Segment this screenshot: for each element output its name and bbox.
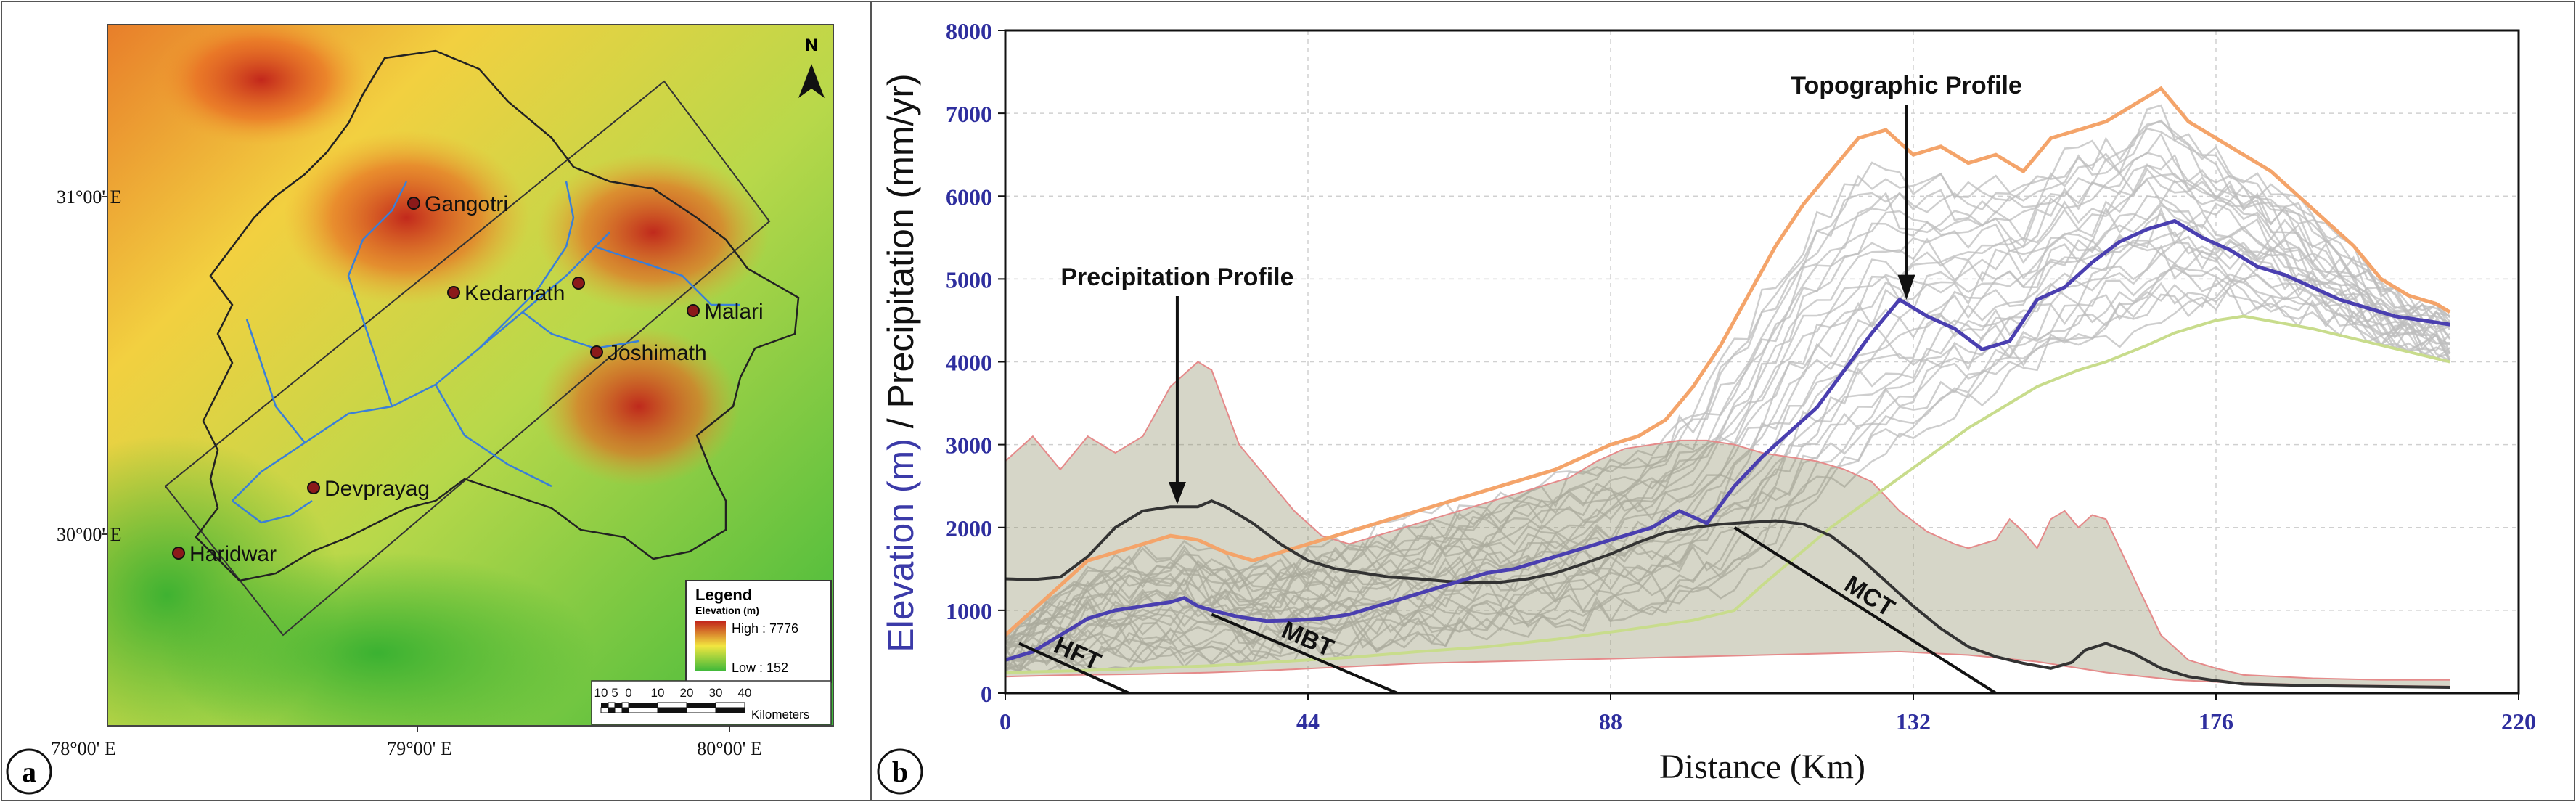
town-marker [172, 547, 185, 560]
mean-elevation-line [1005, 218, 2450, 662]
town-marker [590, 345, 603, 359]
river-network [232, 181, 740, 524]
town-marker [687, 304, 700, 317]
panel-label-badge [6, 748, 52, 795]
elevation-profile-line [1005, 279, 2450, 671]
y-tick-label: 0 [981, 681, 992, 707]
x-tick-label: 220 [2501, 708, 2536, 735]
catchment-boundary [195, 49, 800, 582]
y-tick-label: 4000 [946, 350, 992, 376]
elevation-profile-line [1005, 119, 2450, 655]
scale-tick: 10 [594, 686, 608, 700]
scale-tick: 10 [651, 686, 665, 700]
elevation-profile-line [1005, 127, 2451, 646]
scale-tick: 40 [738, 686, 752, 700]
arrow-head-icon [1168, 481, 1186, 504]
scale-tick: 5 [611, 686, 618, 700]
arrow-head-icon [1897, 274, 1915, 300]
y-tick-label: 3000 [946, 433, 992, 459]
x-axis-label: Distance (Km) [1659, 748, 1865, 786]
elevation-profile-line [1005, 173, 2450, 660]
elevation-profile-line [1005, 201, 2450, 645]
y-axis-label-colored: Elevation (m) [880, 438, 921, 652]
scale-tick: 0 [625, 686, 631, 700]
y-tick-label: 8000 [946, 18, 992, 44]
elevation-profile-line [1005, 241, 2451, 664]
town-marker [307, 481, 320, 494]
y-tick-label: 2000 [946, 515, 992, 541]
lon-label: 79°00' E [387, 738, 451, 759]
precipitation-upper-envelope [1005, 361, 2450, 681]
elevation-profile-line [1005, 104, 2451, 641]
town-marker [407, 197, 420, 210]
annotation-precipitation: Precipitation Profile [1060, 263, 1293, 291]
fault-line [1018, 642, 1130, 693]
annotation-topographic: Topographic Profile [1791, 72, 2022, 99]
precipitation-line [1005, 499, 2450, 689]
panel-label: a [22, 756, 36, 788]
x-tick-label: 44 [1296, 708, 1320, 735]
scale-tick: 20 [680, 686, 694, 700]
elevation-profile-line [1005, 277, 2450, 674]
x-tick-label: 132 [1896, 708, 1931, 735]
lat-label: 31°00' E [57, 187, 121, 208]
scale-unit: Kilometers [751, 708, 809, 721]
scale-tick: 30 [709, 686, 723, 700]
y-axis-label-rest: / Precipitation (mm/yr) [880, 73, 921, 438]
max-elevation-line [1005, 86, 2451, 637]
fault-line [1733, 526, 1997, 693]
north-label: N [805, 36, 817, 55]
town-label: Devprayag [324, 477, 430, 501]
study-area-box [164, 80, 771, 637]
panel-label-badge [877, 748, 923, 795]
lat-label: 30°00' E [57, 524, 121, 545]
map-panel: 31°00' E 30°00' E 78°00' E 79°00' E 80°0… [6, 24, 834, 795]
y-tick-label: 5000 [946, 266, 992, 292]
elevation-profile-line [1005, 266, 2450, 672]
scale-bar: 10 5 0 10 20 30 40 Kilometers [591, 680, 832, 725]
min-elevation-line [1005, 314, 2450, 674]
map-legend: Legend Elevation (m) High : 7776 Low : 1… [685, 580, 832, 683]
lon-label: 78°00' E [51, 738, 115, 759]
legend-high: High : 7776 [732, 621, 798, 636]
elevation-profile-line [1005, 179, 2450, 648]
town-marker [447, 286, 460, 299]
fault-line [1211, 613, 1398, 693]
panel-label: b [892, 756, 908, 788]
north-arrow-icon: N [798, 36, 825, 98]
legend-title: Legend [695, 586, 752, 604]
legend-low: Low : 152 [732, 660, 788, 675]
y-tick-label: 6000 [946, 184, 992, 210]
town-label: Gangotri [425, 192, 508, 216]
town-label: Haridwar [189, 542, 277, 566]
elevation-profile-line [1005, 261, 2451, 674]
x-tick-label: 0 [999, 708, 1011, 735]
lon-label: 80°00' E [697, 738, 761, 759]
legend-colorbar [695, 621, 726, 671]
y-tick-label: 1000 [946, 598, 992, 624]
legend-subtitle: Elevation (m) [695, 605, 759, 616]
precipitation-lower-envelope [1005, 650, 2450, 687]
elevation-profile-line [1005, 245, 2450, 672]
town-label: Kedarnath [465, 282, 565, 306]
elevation-profile-line [1005, 152, 2450, 640]
x-tick-label: 88 [1599, 708, 1622, 735]
town-marker [572, 277, 585, 290]
y-tick-label: 7000 [946, 101, 992, 127]
town-label: Joshimath [608, 341, 707, 365]
x-tick-label: 176 [2199, 708, 2233, 735]
town-label: Malari [704, 300, 764, 324]
y-axis-label: Elevation (m) / Precipitation (mm/yr) [880, 73, 921, 652]
